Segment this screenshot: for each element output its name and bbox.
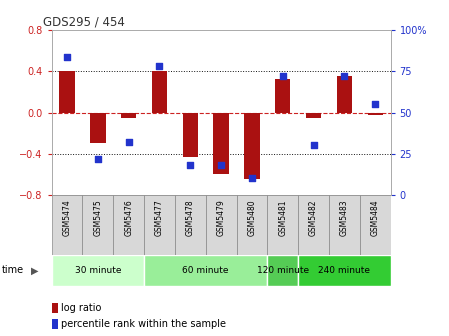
Point bbox=[217, 163, 224, 168]
Bar bbox=[237, 195, 267, 255]
Bar bbox=[52, 195, 83, 255]
Bar bbox=[360, 195, 391, 255]
Text: GSM5482: GSM5482 bbox=[309, 200, 318, 236]
Bar bbox=[337, 76, 352, 113]
Text: GSM5476: GSM5476 bbox=[124, 200, 133, 237]
Bar bbox=[298, 195, 329, 255]
Bar bbox=[52, 303, 58, 313]
Bar bbox=[244, 113, 260, 179]
Bar bbox=[329, 195, 360, 255]
Bar bbox=[52, 319, 58, 329]
Text: GSM5481: GSM5481 bbox=[278, 200, 287, 236]
Bar bbox=[175, 195, 206, 255]
Text: 240 minute: 240 minute bbox=[318, 266, 370, 275]
Text: 30 minute: 30 minute bbox=[75, 266, 121, 275]
Bar bbox=[121, 113, 136, 118]
Point bbox=[94, 156, 101, 161]
Bar bbox=[275, 79, 291, 113]
Bar bbox=[267, 195, 298, 255]
Bar bbox=[213, 113, 229, 174]
Text: time: time bbox=[2, 265, 24, 276]
Bar bbox=[90, 113, 106, 143]
Bar bbox=[206, 195, 237, 255]
Text: GSM5479: GSM5479 bbox=[216, 200, 226, 237]
Point bbox=[125, 139, 132, 145]
Text: ▶: ▶ bbox=[31, 265, 38, 276]
Point bbox=[156, 64, 163, 69]
Bar bbox=[306, 113, 321, 118]
Text: 60 minute: 60 minute bbox=[182, 266, 229, 275]
Bar bbox=[368, 113, 383, 115]
Text: GSM5474: GSM5474 bbox=[62, 200, 71, 237]
Point bbox=[341, 74, 348, 79]
Text: 120 minute: 120 minute bbox=[257, 266, 309, 275]
Point bbox=[248, 176, 255, 181]
Point bbox=[372, 101, 379, 107]
Bar bbox=[144, 195, 175, 255]
Text: GDS295 / 454: GDS295 / 454 bbox=[43, 15, 124, 29]
Bar bbox=[267, 255, 298, 286]
Text: GSM5484: GSM5484 bbox=[371, 200, 380, 236]
Text: GSM5478: GSM5478 bbox=[186, 200, 195, 236]
Point bbox=[279, 74, 286, 79]
Text: GSM5480: GSM5480 bbox=[247, 200, 256, 236]
Bar bbox=[113, 195, 144, 255]
Bar bbox=[144, 255, 267, 286]
Text: percentile rank within the sample: percentile rank within the sample bbox=[61, 319, 226, 329]
Bar bbox=[59, 72, 75, 113]
Bar bbox=[83, 195, 113, 255]
Point bbox=[310, 143, 317, 148]
Bar bbox=[183, 113, 198, 157]
Bar bbox=[298, 255, 391, 286]
Text: GSM5475: GSM5475 bbox=[93, 200, 102, 237]
Bar bbox=[152, 72, 167, 113]
Text: log ratio: log ratio bbox=[61, 303, 101, 313]
Point bbox=[63, 54, 70, 59]
Text: GSM5477: GSM5477 bbox=[155, 200, 164, 237]
Bar bbox=[52, 255, 144, 286]
Point bbox=[187, 163, 194, 168]
Text: GSM5483: GSM5483 bbox=[340, 200, 349, 236]
